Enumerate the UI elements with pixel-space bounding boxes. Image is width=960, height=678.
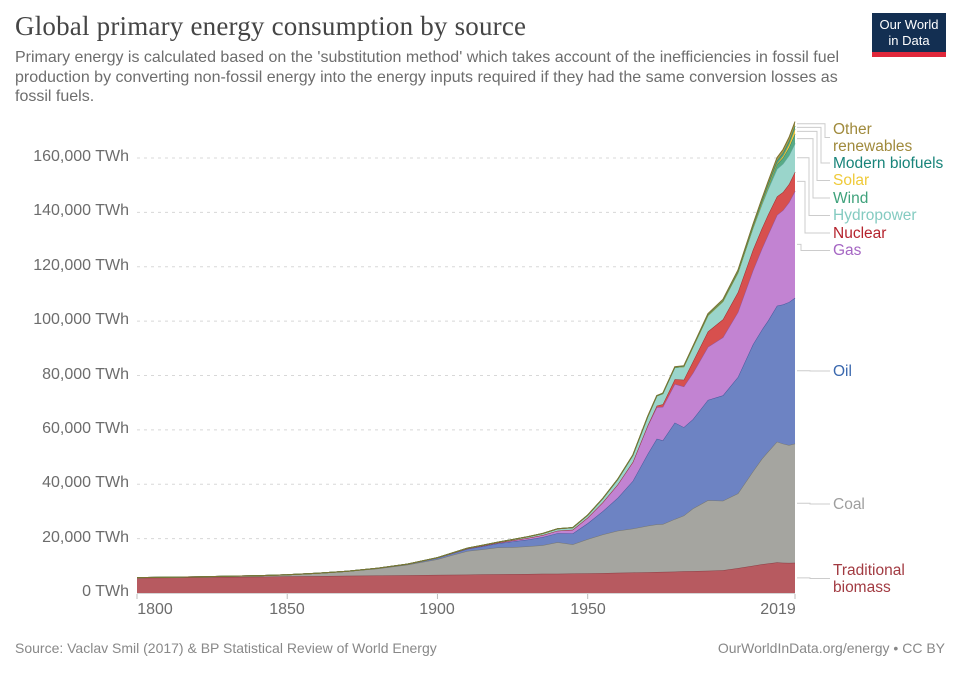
y-tick-label: 0 TWh xyxy=(82,583,129,600)
legend-label-line: Oil xyxy=(833,362,852,380)
leader-line-other-renewables xyxy=(797,123,830,138)
legend-label-modern-biofuels[interactable]: Modern biofuels xyxy=(833,155,943,172)
legend-label-line: Solar xyxy=(833,172,870,189)
y-tick-label: 60,000 TWh xyxy=(42,419,129,437)
legend-label-line: renewables xyxy=(833,137,913,155)
leader-line-nuclear xyxy=(797,180,830,234)
y-tick-label: 160,000 TWh xyxy=(33,148,129,165)
legend-label-line: Nuclear xyxy=(833,224,887,242)
legend-label-solar[interactable]: Solar xyxy=(833,172,869,189)
area-coal[interactable] xyxy=(137,441,795,578)
source-note: Source: Vaclav Smil (2017) & BP Statisti… xyxy=(15,640,437,656)
leader-line-coal xyxy=(797,502,830,505)
legend-label-oil[interactable]: Oil xyxy=(833,363,852,380)
leader-line-wind xyxy=(797,138,830,199)
area-traditional-biomass[interactable] xyxy=(137,562,795,593)
leader-line-traditional-biomass xyxy=(797,577,830,579)
legend-label-line: Wind xyxy=(833,189,869,207)
chart-header: Global primary energy consumption by sou… xyxy=(15,10,860,107)
owid-logo-line1: Our World xyxy=(879,16,939,32)
x-tick-label: 1800 xyxy=(137,601,173,618)
leader-line-modern-biofuels xyxy=(797,126,830,164)
y-tick-label: 80,000 TWh xyxy=(42,365,129,383)
y-tick-label: 20,000 TWh xyxy=(42,528,129,546)
license-link[interactable]: OurWorldInData.org/energy • CC BY xyxy=(717,640,945,656)
leader-line-gas xyxy=(797,243,830,251)
owid-logo[interactable]: Our World in Data xyxy=(872,13,946,57)
area-oil[interactable] xyxy=(137,297,795,578)
chart-footer: Source: Vaclav Smil (2017) & BP Statisti… xyxy=(15,640,945,656)
chart-subtitle: Primary energy is calculated based on th… xyxy=(15,49,840,105)
leader-line-solar xyxy=(797,130,830,181)
y-tick-label: 40,000 TWh xyxy=(42,474,129,492)
x-tick-label: 1950 xyxy=(570,601,606,618)
legend-label-line: Traditional xyxy=(833,561,905,579)
area-gas[interactable] xyxy=(137,191,795,578)
legend-label-nuclear[interactable]: Nuclear xyxy=(833,225,886,242)
legend-label-line: Hydropower xyxy=(833,207,917,224)
page-title: Global primary energy consumption by sou… xyxy=(15,11,527,41)
y-tick-label: 100,000 TWh xyxy=(33,311,129,329)
leader-line-hydropower xyxy=(797,157,830,216)
legend-label-other-renewables[interactable]: Other renewables xyxy=(833,121,912,155)
legend-label-line: Other xyxy=(833,120,872,138)
y-tick-label: 120,000 TWh xyxy=(33,256,129,274)
owid-logo-line2: in Data xyxy=(888,32,930,48)
area-outline-other-renewables xyxy=(136,121,796,579)
legend-label-hydropower[interactable]: Hydropower xyxy=(833,207,917,224)
legend-label-wind[interactable]: Wind xyxy=(833,190,868,207)
x-tick-label: 1850 xyxy=(269,601,305,618)
legend-label-line: Modern biofuels xyxy=(833,154,944,172)
legend-label-line: Coal xyxy=(833,495,865,513)
legend-label-gas[interactable]: Gas xyxy=(833,242,861,259)
y-tick-label: 140,000 TWh xyxy=(33,202,129,220)
legend-label-traditional-biomass[interactable]: Traditional biomass xyxy=(833,562,905,596)
legend-label-line: Gas xyxy=(833,242,862,259)
x-tick-label: 2019 xyxy=(760,601,796,618)
legend-label-coal[interactable]: Coal xyxy=(833,496,865,513)
x-tick-label: 1900 xyxy=(419,601,455,618)
legend-label-line: biomass xyxy=(833,578,891,596)
